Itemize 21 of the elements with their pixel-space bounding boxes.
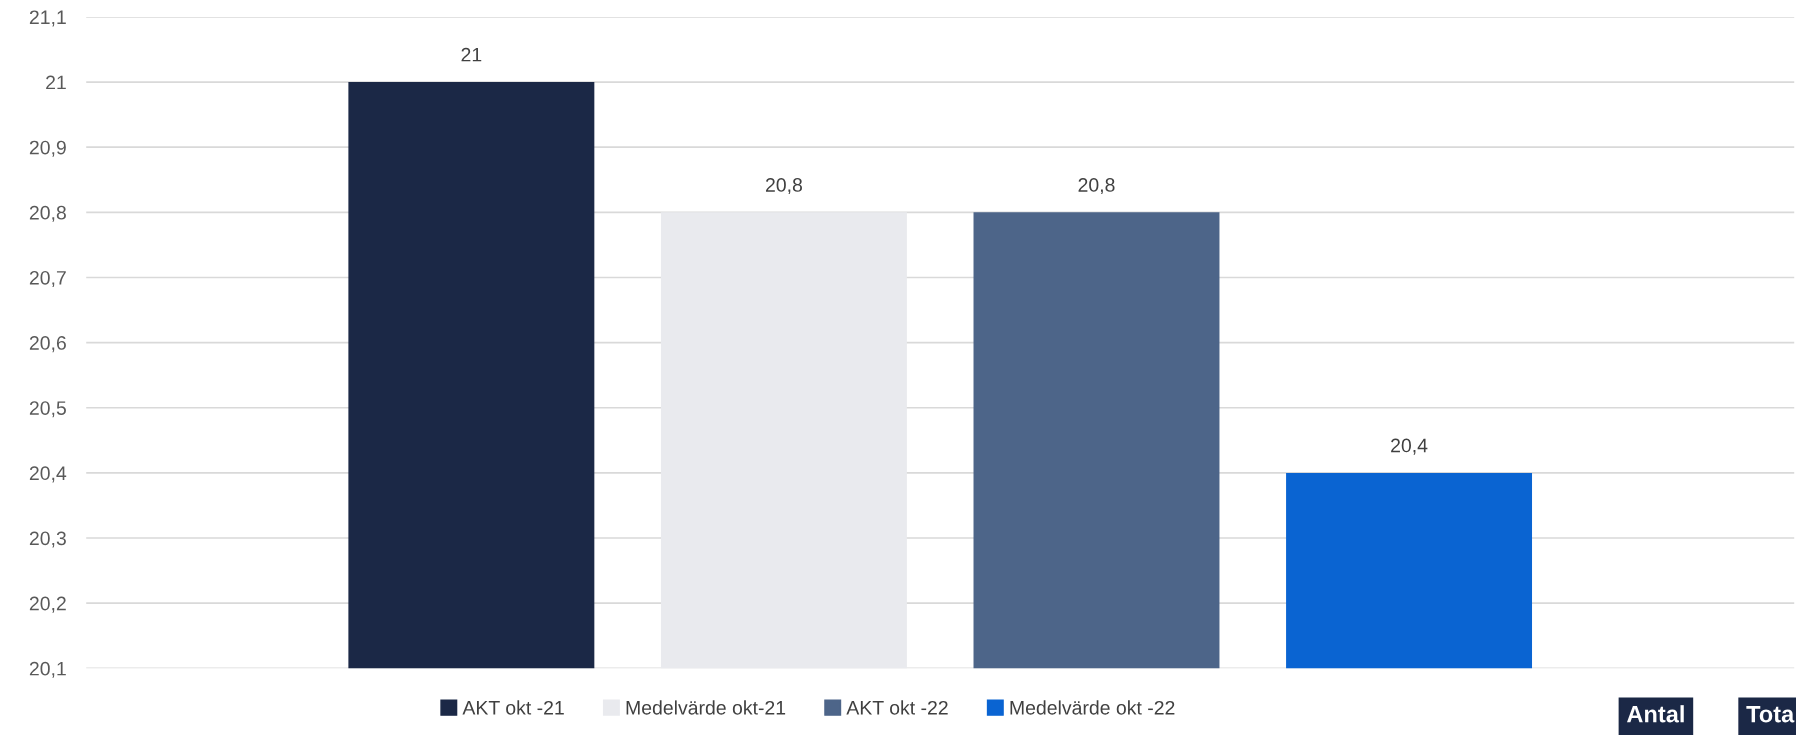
y-tick-label: 20,4 bbox=[29, 466, 67, 483]
legend-label: AKT okt -22 bbox=[846, 700, 948, 715]
y-tick-label: 20,5 bbox=[29, 401, 66, 418]
data-label: 20,8 bbox=[765, 178, 802, 195]
y-tick-label: 21,1 bbox=[29, 10, 66, 27]
legend-label: Medelvärde okt -22 bbox=[1010, 700, 1175, 715]
legend-label: AKT okt -21 bbox=[462, 700, 564, 715]
y-tick-label: 20,6 bbox=[29, 336, 66, 353]
y-tick-label: 20,8 bbox=[29, 205, 66, 222]
y-tick-label: 21 bbox=[46, 75, 66, 90]
y-tick-label: 20,3 bbox=[29, 531, 66, 548]
y-tick-label: 20,1 bbox=[29, 661, 66, 678]
y-tick-label: 20,9 bbox=[29, 140, 66, 157]
data-label: 20,8 bbox=[1078, 178, 1115, 195]
data-label: 21 bbox=[461, 47, 482, 62]
y-tick-label: 20,7 bbox=[29, 270, 66, 288]
legend-label: Medelvärde okt-21 bbox=[626, 700, 786, 715]
data-label: 20,4 bbox=[1391, 438, 1428, 455]
text: Antal bbox=[1626, 705, 1684, 723]
text: Tota bbox=[1746, 706, 1795, 723]
y-tick-label: 20,2 bbox=[29, 596, 66, 613]
